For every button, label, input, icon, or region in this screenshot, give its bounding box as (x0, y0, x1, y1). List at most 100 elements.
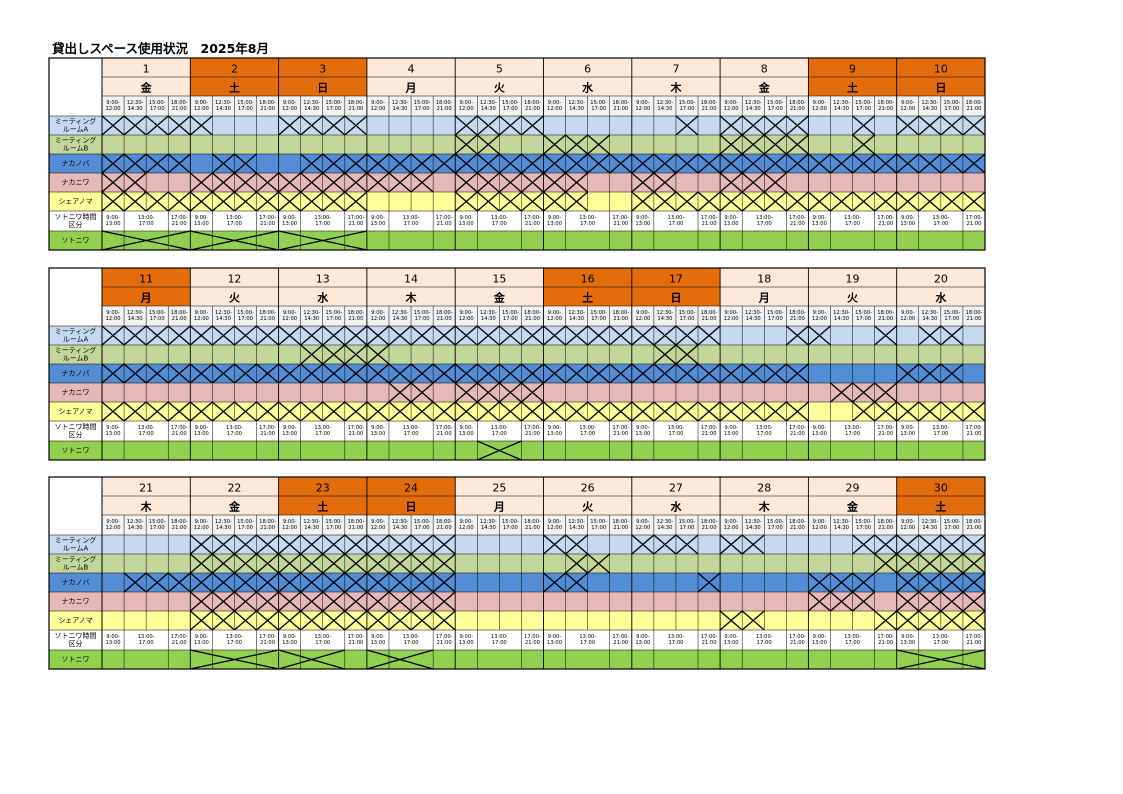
booked-mark (874, 325, 898, 346)
sotoniwa-slot-label: 17:00-21:00 (524, 215, 541, 227)
time-slot-label: 9:00-12:00 (724, 519, 739, 531)
room-label-cell (49, 364, 102, 383)
sotoniwa-slot-label: 13:00-17:00 (668, 634, 685, 646)
booked-mark (631, 153, 655, 174)
booked-mark (631, 325, 655, 346)
booked-mark (918, 572, 942, 593)
booked-mark (521, 115, 544, 136)
booked-mark (918, 363, 942, 384)
booked-mark (918, 553, 942, 574)
time-slot-label: 12:30-14:30 (480, 100, 497, 112)
booked-mark (521, 191, 544, 212)
booked-mark (432, 591, 456, 612)
time-slot-label: 12:30-14:30 (745, 519, 762, 531)
day-column-2: 2 土 9:00-12:00 12:30-14:30 15:00-17:00 18:00-… (189, 58, 280, 251)
booked-mark (609, 401, 633, 422)
booked-mark (631, 363, 655, 384)
booked-mark (587, 325, 611, 346)
sotoniwa-slot-label: 9:00-13:00 (900, 215, 915, 227)
room-label-cell (49, 154, 102, 173)
time-slot-label: 18:00-21:00 (436, 310, 453, 322)
sotoniwa-slot-label: 9:00-13:00 (282, 215, 297, 227)
time-slot-label: 12:30-14:30 (127, 100, 144, 112)
sotoniwa-slot-label: 17:00-21:00 (259, 634, 276, 646)
booked-mark (807, 191, 831, 212)
time-slot-label: 18:00-21:00 (259, 519, 276, 531)
day-column-6: 6 水 9:00-12:00 12:30-14:30 15:00-17:00 18:00-… (543, 58, 633, 250)
booked-mark (300, 401, 324, 422)
booked-mark (123, 153, 147, 174)
booked-mark (741, 534, 765, 555)
sotoniwa-booked-mark (190, 649, 279, 670)
time-slot-label: 15:00-17:00 (502, 100, 519, 112)
booked-mark (830, 382, 853, 403)
booked-mark (145, 325, 169, 346)
time-slot-label: 9:00-12:00 (194, 519, 209, 531)
room-label-cell (49, 135, 102, 154)
booked-mark (962, 591, 986, 612)
booked-mark (785, 134, 809, 155)
booked-mark (322, 115, 346, 136)
day-number: 18 (757, 272, 771, 285)
booked-mark (366, 591, 390, 612)
booked-mark (918, 534, 942, 555)
room-label: ミーティングルームB (55, 345, 97, 362)
time-slot-label: 9:00-12:00 (459, 519, 474, 531)
booked-mark (962, 534, 986, 555)
booked-mark (896, 401, 920, 422)
booked-mark (543, 534, 566, 555)
booked-mark (388, 401, 412, 422)
day-number: 12 (227, 272, 241, 285)
time-slot-label: 9:00-12:00 (106, 310, 121, 322)
booked-mark (123, 325, 147, 346)
booked-mark (344, 191, 368, 212)
booked-mark (785, 191, 809, 212)
day-column-12: 12 火 9:00-12:00 12:30-14:30 15:00-17:00 18:00… (189, 268, 280, 460)
sotoniwa-slot-label: 9:00-13:00 (547, 634, 562, 646)
booked-mark (454, 363, 478, 384)
day-number: 30 (934, 481, 948, 494)
weekday-label: 日 (935, 81, 946, 94)
booked-mark (962, 191, 986, 212)
booked-mark (609, 153, 633, 174)
booked-mark (167, 401, 191, 422)
booked-mark (476, 382, 500, 403)
time-slot-label: 15:00-17:00 (767, 519, 784, 531)
day-number: 14 (404, 272, 418, 285)
weekday-label: 木 (140, 499, 153, 513)
booked-mark (719, 134, 743, 155)
booked-mark (189, 172, 213, 193)
booked-mark (565, 325, 589, 346)
booked-mark (719, 191, 743, 212)
booked-mark (874, 153, 898, 174)
time-slot-label: 12:30-14:30 (127, 519, 144, 531)
booked-mark (675, 534, 699, 555)
booked-mark (410, 572, 434, 593)
booked-mark (211, 572, 235, 593)
booked-mark (719, 401, 743, 422)
booked-mark (587, 553, 611, 574)
sotoniwa-slot-label: 9:00-13:00 (106, 425, 121, 437)
booked-mark (785, 115, 809, 136)
booked-mark (476, 115, 500, 136)
time-slot-label: 18:00-21:00 (259, 310, 276, 322)
sotoniwa-slot-label: 9:00-13:00 (194, 215, 209, 227)
time-slot-label: 15:00-17:00 (325, 310, 342, 322)
time-slot-label: 9:00-12:00 (900, 100, 915, 112)
day-number: 7 (672, 62, 679, 75)
booked-mark (234, 325, 257, 346)
sotoniwa-slot-label: 17:00-21:00 (701, 634, 718, 646)
sotoniwa-slot-label: 17:00-21:00 (436, 215, 453, 227)
booked-mark (366, 553, 390, 574)
booked-mark (211, 610, 235, 631)
booked-mark (852, 534, 876, 555)
time-slot-label: 15:00-17:00 (237, 519, 254, 531)
booked-mark (521, 363, 544, 384)
schedule-block-3: ミーティングルームA ミーティングルームB ナカノバ ナカニワ シェアノマ ソトニワ時間区… (48, 476, 986, 670)
room-label-cell (49, 554, 102, 573)
room-label: ミーティングルームA (55, 326, 97, 343)
day-number: 1 (143, 62, 150, 75)
day-number: 10 (934, 62, 948, 75)
time-slot-label: 15:00-17:00 (325, 519, 342, 531)
time-slot-label: 12:30-14:30 (921, 519, 938, 531)
